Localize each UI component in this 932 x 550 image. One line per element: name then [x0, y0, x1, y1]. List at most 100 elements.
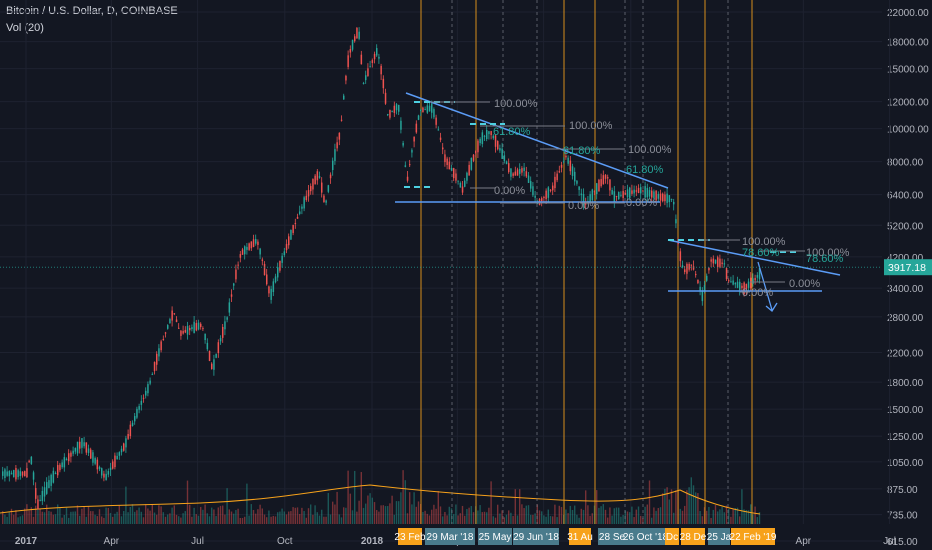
volume-bar	[567, 513, 569, 524]
volume-bar	[585, 490, 587, 524]
volume-bar	[167, 514, 169, 524]
candle-body	[272, 281, 275, 293]
volume-bar	[413, 492, 415, 524]
candle-body	[268, 286, 270, 294]
candle-body	[206, 342, 209, 350]
candle-body	[259, 248, 261, 255]
volume-bar	[633, 517, 635, 524]
volume-bar	[587, 505, 589, 524]
volume-bar	[578, 517, 580, 524]
candle-body	[160, 341, 162, 351]
candle-body	[378, 56, 380, 59]
volume-bar	[382, 505, 384, 524]
candle-body	[461, 186, 464, 193]
volume-bar	[131, 504, 134, 524]
volume-bar	[743, 509, 745, 524]
candle-body	[167, 325, 169, 329]
volume-bar	[512, 516, 514, 524]
volume-bar	[688, 487, 690, 524]
volume-bar	[521, 504, 523, 524]
volume-bar	[448, 506, 450, 524]
volume-bar	[373, 502, 376, 524]
candle-body	[87, 448, 90, 453]
candle-body	[486, 129, 488, 140]
volume-bar	[239, 517, 241, 524]
candle-body	[261, 259, 264, 261]
candle-body	[703, 285, 706, 291]
fib-label: 78.60%	[806, 253, 844, 265]
volume-bar	[552, 516, 554, 524]
candle-body	[373, 53, 376, 60]
volume-bar	[206, 513, 208, 524]
candle-body	[387, 114, 389, 116]
volume-bar	[378, 511, 380, 524]
candle-body	[252, 239, 255, 247]
volume-bar	[21, 515, 24, 524]
volume-bar	[98, 509, 101, 524]
volume-bar	[338, 514, 340, 524]
volume-bar	[24, 508, 26, 524]
date-marker-badge	[569, 528, 591, 545]
volume-bar	[250, 504, 252, 524]
volume-bar	[554, 504, 556, 524]
candle-body	[604, 174, 607, 179]
candle-body	[79, 441, 81, 449]
candle-body	[464, 180, 466, 187]
volume-bar	[481, 512, 483, 524]
date-marker-badge	[665, 528, 679, 545]
volume-bar	[640, 515, 642, 524]
candle-body	[200, 323, 202, 328]
candle-body	[149, 380, 151, 384]
volume-bar	[272, 515, 274, 524]
time-tick-label: Oct	[277, 536, 293, 547]
date-marker-badge	[625, 528, 666, 545]
candle-body	[173, 313, 176, 315]
volume-bar	[134, 511, 136, 524]
volume-bar	[343, 507, 345, 524]
candle-body	[362, 82, 365, 84]
volume-bar	[750, 504, 752, 524]
volume-bar	[508, 510, 510, 524]
price-tick-label: 12000.00	[887, 98, 929, 109]
candle-body	[162, 339, 165, 341]
volume-bar	[279, 511, 281, 524]
candle-body	[228, 302, 231, 313]
volume-bar	[4, 514, 6, 524]
candle-body	[312, 179, 314, 190]
time-tick-label: Apr	[104, 536, 120, 547]
candle-body	[140, 400, 143, 405]
candle-body	[345, 75, 347, 81]
fib-label: 100.00%	[628, 144, 672, 156]
time-tick-label: Jul	[883, 536, 896, 547]
candle-body	[510, 168, 512, 177]
candle-body	[620, 194, 622, 196]
volume-bar	[622, 514, 624, 524]
price-tick-label: 15000.00	[887, 65, 929, 76]
candle-body	[182, 330, 184, 334]
candle-body	[39, 499, 41, 501]
volume-bar	[41, 511, 43, 524]
volume-bar	[402, 470, 404, 524]
candle-body	[565, 155, 567, 158]
volume-bar	[679, 508, 681, 524]
volume-bar	[745, 509, 747, 524]
candle-body	[552, 185, 554, 191]
candle-body	[46, 482, 48, 494]
candle-body	[288, 236, 290, 246]
candle-body	[270, 288, 272, 300]
volume-bar	[233, 513, 235, 524]
candle-body	[233, 283, 235, 286]
volume-bar	[659, 507, 662, 524]
candle-body	[151, 373, 154, 375]
candle-body	[442, 147, 444, 150]
volume-bar	[195, 514, 197, 524]
volume-bar	[582, 509, 585, 524]
volume-bar	[107, 507, 109, 524]
volume-bar	[222, 505, 224, 524]
volume-bar	[631, 506, 633, 524]
candle-body	[569, 160, 572, 172]
volume-bar	[415, 506, 417, 524]
volume-bar	[68, 517, 70, 524]
candle-body	[26, 468, 28, 478]
